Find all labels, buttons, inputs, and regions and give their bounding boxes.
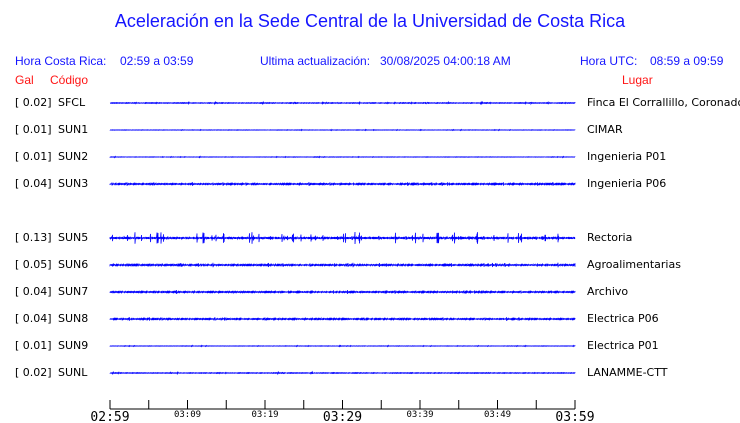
station-gal: [ 0.04] [15,312,52,325]
station-place: Finca El Corrallillo, Coronado [587,96,740,109]
station-code: SUN5 [58,231,89,244]
station-gal: [ 0.02] [15,366,52,379]
trace-sun6 [109,262,576,268]
station-place: Rectoria [587,231,633,244]
station-code: SUN3 [58,177,89,190]
trace-sun2 [109,155,576,159]
station-gal: [ 0.13] [15,231,52,244]
station-code: SUN7 [58,285,89,298]
trace-sun7 [109,289,576,295]
station-place: Electrica P06 [587,312,659,325]
station-code: SFCL [58,96,86,109]
station-place: Archivo [587,285,629,298]
axis-tick-label: 03:09 [174,410,201,420]
code-header: Código [50,73,89,87]
trace-sfcl [109,100,576,106]
station-gal: [ 0.01] [15,150,52,163]
station-code: SUN2 [58,150,89,163]
gal-header: Gal [15,73,34,87]
station-code: SUNL [58,366,88,379]
station-gal: [ 0.04] [15,177,52,190]
cr-time-range: 02:59 a 03:59 [120,54,194,68]
station-place: LANAMME-CTT [587,366,668,379]
axis-tick-label: 03:49 [484,410,511,420]
station-gal: [ 0.01] [15,123,52,136]
update-value: 30/08/2025 04:00:18 AM [380,54,511,68]
station-gal: [ 0.01] [15,339,52,352]
trace-sun3 [109,181,576,187]
station-code: SUN1 [58,123,89,136]
axis-tick-label: 02:59 [90,410,129,423]
trace-sunl [109,370,576,376]
axis-tick-label: 03:29 [323,410,362,423]
utc-time-range: 08:59 a 09:59 [650,54,724,68]
page-title: Aceleración en la Sede Central de la Uni… [114,11,626,31]
station-code: SUN6 [58,258,89,271]
station-gal: [ 0.05] [15,258,52,271]
station-gal: [ 0.04] [15,285,52,298]
place-header: Lugar [622,73,653,87]
trace-sun5 [109,231,576,245]
axis-tick-label: 03:59 [555,410,594,423]
station-place: CIMAR [587,123,623,136]
station-code: SUN8 [58,312,89,325]
trace-sun1 [109,128,576,132]
update-label: Ultima actualización: [260,54,371,68]
station-gal: [ 0.02] [15,96,52,109]
utc-time-label: Hora UTC: [580,54,638,68]
cr-time-label: Hora Costa Rica: [15,54,107,68]
axis-tick-label: 03:39 [406,410,433,420]
trace-sun9 [109,344,576,348]
station-place: Ingenieria P06 [587,177,667,190]
station-place: Ingenieria P01 [587,150,667,163]
station-place: Electrica P01 [587,339,659,352]
axis-tick-label: 03:19 [251,410,278,420]
trace-sun8 [109,316,576,321]
station-place: Agroalimentarias [587,258,681,271]
station-code: SUN9 [58,339,89,352]
